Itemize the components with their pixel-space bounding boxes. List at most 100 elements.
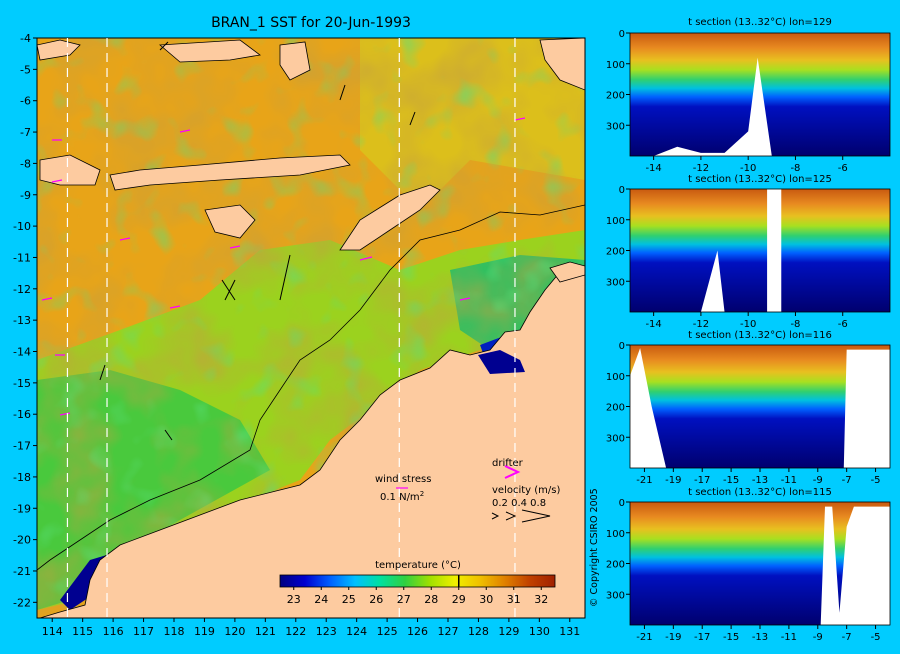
wind-vectors (99, 41, 416, 441)
map-x-tick-label: 128 (468, 625, 489, 638)
tanimbar-land (549, 261, 585, 283)
map-y-tick-label: -21 (13, 565, 31, 578)
map-x-tick-label: 117 (133, 625, 154, 638)
colorbar-tick-label: 31 (507, 593, 521, 606)
map-x-tick-label: 123 (316, 625, 337, 638)
map-y-tick-label: -10 (13, 220, 31, 233)
map-y-tick-label: -4 (20, 32, 31, 45)
section-seafloor-mask (630, 506, 890, 625)
map-y-tick-label: -5 (20, 63, 31, 76)
section-y-tick-label: 0 (619, 341, 625, 352)
colorbar-label: temperature (°C) (375, 560, 461, 571)
section-x-tick-label: -9 (813, 632, 823, 643)
section-y-tick-label: 0 (619, 185, 625, 196)
map-axes: 114 115 116 117 118 119 120 121 122 123 124 125 126 1… (13, 32, 580, 638)
sulawesi-land (158, 39, 261, 63)
map-y-tick-label: -11 (13, 251, 31, 264)
colorbar-tick-label: 26 (369, 593, 383, 606)
section-x-tick-label: -12 (693, 319, 709, 330)
sst-map (37, 38, 585, 618)
map-x-tick-label: 118 (164, 625, 185, 638)
map-y-tick-label: -12 (13, 283, 31, 296)
map-y-tick-label: -14 (13, 346, 31, 359)
section-y-tick-label: 100 (606, 216, 625, 227)
section-x-tick-label: -7 (842, 632, 852, 643)
colorbar-tick-label: 30 (479, 593, 493, 606)
section-y-tick-label: 300 (606, 121, 625, 132)
map-y-tick-label: -15 (13, 377, 31, 390)
map-x-tick-label: 120 (224, 625, 245, 638)
map-y-tick-label: -16 (13, 408, 31, 421)
section-x-tick-label: -19 (665, 632, 681, 643)
wind-stress-label: wind stress (375, 474, 431, 485)
section-x-tick-label: -10 (740, 319, 756, 330)
section-title: t section (13..32°C) lon=129 (688, 17, 832, 28)
colorbar-ticks: 23 24 25 26 27 28 29 30 31 32 (287, 575, 548, 606)
timor-land (339, 184, 441, 251)
section-temperature-field (630, 189, 890, 312)
gulf-cutout (478, 350, 525, 374)
colorbar-tick-label: 28 (424, 593, 438, 606)
copyright: © Copyright CSIRO 2005 (589, 488, 600, 607)
section-title: t section (13..32°C) lon=125 (688, 174, 832, 185)
section-x-tick-label: -11 (781, 632, 797, 643)
velocity-values: 0.2 0.4 0.8 (492, 498, 546, 509)
java-land (37, 39, 81, 61)
section-x-tick-label: -14 (645, 319, 661, 330)
wind-stress-scale-value: 0.1 N/m (380, 492, 420, 503)
map-y-tick-label: -8 (20, 157, 31, 170)
drifter-symbol (504, 465, 521, 479)
map-x-tick-label: 125 (377, 625, 398, 638)
section-x-tick-label: -15 (723, 475, 739, 486)
section-x-tick-label: -21 (636, 632, 652, 643)
buton-land (279, 41, 311, 81)
section-x-tick-label: -9 (813, 475, 823, 486)
velocity-arrows (491, 509, 551, 523)
section-x-tick-label: -7 (842, 475, 852, 486)
section-x-tick-label: -19 (665, 475, 681, 486)
section-lines (66, 38, 516, 618)
section-x-tick-label: -17 (694, 632, 710, 643)
section-y-tick-label: 0 (619, 498, 625, 509)
map-x-tick-label: 129 (498, 625, 519, 638)
map-y-tick-label: -13 (13, 314, 31, 327)
colorbar-tick-label: 32 (534, 593, 548, 606)
section-y-tick-label: 300 (606, 277, 625, 288)
section-x-tick-label: -17 (694, 475, 710, 486)
map-frame (36, 37, 586, 619)
map-title: BRAN_1 SST for 20-Jun-1993 (211, 15, 411, 31)
map-y-tick-label: -19 (13, 502, 31, 515)
colorbar-tick-label: 27 (397, 593, 411, 606)
section-title: t section (13..32°C) lon=115 (688, 487, 832, 498)
map-x-tick-label: 122 (285, 625, 306, 638)
section-x-tick-label: -6 (838, 163, 848, 174)
colorbar-tick-label: 29 (452, 593, 466, 606)
section-y-tick-label: 0 (619, 29, 625, 40)
colorbar-ramp (279, 574, 556, 588)
section-x-tick-label: -11 (781, 475, 797, 486)
section-x-tick-label: -6 (838, 319, 848, 330)
map-x-tick-label: 130 (529, 625, 550, 638)
sumba-land (204, 204, 256, 239)
colorbar-tick-label: 23 (287, 593, 301, 606)
drifter-arrows (41, 117, 526, 416)
section-panel-lon129: t section (13..32°C) lon=129 -14 -12 -10 -8… (606, 17, 891, 174)
section-x-tick-label: -8 (790, 163, 800, 174)
section-data-gap (767, 189, 782, 312)
section-y-tick-label: 200 (606, 403, 625, 414)
map-x-tick-label: 127 (438, 625, 459, 638)
colorbar-tick-label: 25 (342, 593, 356, 606)
map-x-tick-label: 116 (103, 625, 124, 638)
map-legend: wind stress 0.1 N/m2 drifter velocity (m… (375, 458, 560, 523)
map-y-tick-label: -6 (20, 95, 31, 108)
section-y-tick-label: 200 (606, 560, 625, 571)
map-y-tick-label: -9 (20, 189, 31, 202)
section-seafloor-mask (630, 57, 890, 156)
section-x-tick-label: -15 (723, 632, 739, 643)
wind-stress-scale: 0.1 N/m2 (380, 490, 424, 503)
wind-stress-scale-sup: 2 (420, 490, 424, 498)
section-y-tick-label: 200 (606, 91, 625, 102)
section-x-tick-label: -14 (645, 163, 661, 174)
map-y-tick-label: -17 (13, 440, 31, 453)
